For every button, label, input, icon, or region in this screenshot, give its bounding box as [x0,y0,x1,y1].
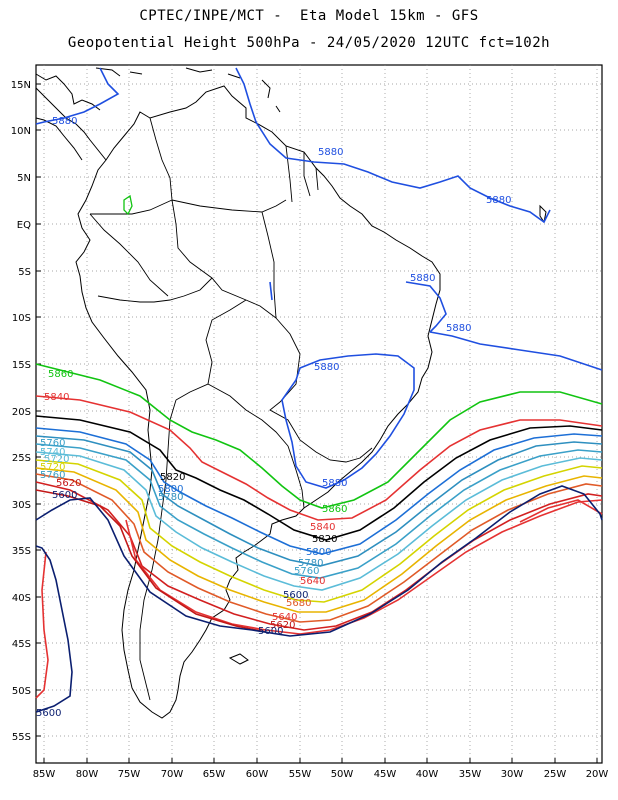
contour-label: 5620 [270,620,295,631]
contour-5880-north [35,67,603,489]
contour-label: 5880 [322,478,347,489]
contour-5780 [35,435,603,567]
contour-label: 5820 [160,472,185,483]
longitude-label: 75W [118,769,141,780]
longitude-label: 55W [289,769,312,780]
contour-5820 [35,415,603,541]
longitude-labels: 85W 80W 75W 70W 65W 60W 55W 50W 45W 40W 35W 30W 25W 2… [33,769,609,780]
map-frame [35,64,603,764]
longitude-label: 25W [544,769,567,780]
longitude-label: 50W [331,769,354,780]
contour-label: 5800 [158,484,183,495]
contour-label: 5740 [40,447,65,458]
longitude-label: 30W [501,769,524,780]
contour-label: 5720 [40,462,65,473]
contour-label: 5880 [446,323,471,334]
latitude-label: 15S [12,360,31,371]
contour-5740 [35,451,603,591]
country-borders [89,117,373,701]
latitude-label: 55S [12,732,31,743]
contour-5680 [35,473,603,623]
coastlines [35,67,547,719]
contour-label: 5600 [283,590,308,601]
latitude-label: 10S [12,313,31,324]
latitude-label: EQ [17,220,31,231]
longitude-label: 20W [586,769,609,780]
contour-label: 5760 [294,566,319,577]
contour-5600 [35,485,603,713]
contour-label: 5880 [410,273,435,284]
contour-label: 5880 [486,195,511,206]
contour-label: 5720 [44,454,69,465]
latitude-label: 35S [12,546,31,557]
latitude-labels: 15N 10N 5N EQ 5S 10S 15S 20S 25S 30S 35S 40S 45S 50S 5… [11,80,31,743]
contour-label: 5760 [40,438,65,449]
contour-lines [35,67,603,713]
contour-5720 [35,459,603,603]
longitude-label: 35W [459,769,482,780]
contour-label: 5640 [272,612,297,623]
latitude-label: 5S [18,267,31,278]
latitude-label: 45S [12,639,31,650]
longitude-label: 65W [203,769,226,780]
latitude-label: 50S [12,686,31,697]
contour-label: 5860 [322,504,347,515]
latitude-label: 40S [12,593,31,604]
contour-label: 5860 [48,369,73,380]
contour-5860 [35,363,603,509]
latitude-label: 10N [11,126,31,137]
longitude-label: 40W [416,769,439,780]
latitude-label: 5N [17,173,31,184]
contour-label: 5880 [314,362,339,373]
longitude-label: 85W [33,769,56,780]
longitude-label: 80W [76,769,99,780]
longitude-label: 70W [161,769,184,780]
contour-label: 5880 [318,147,343,158]
contour-label: 5880 [52,116,77,127]
contour-label: 5820 [312,534,337,545]
contour-label: 5780 [158,492,183,503]
contour-5760 [35,443,603,579]
contour-5800 [35,427,603,555]
axis-ticks [36,83,598,763]
contour-labels: 5880 5880 5880 5880 5880 5880 5880 5860 … [36,116,511,719]
latitude-label: 15N [11,80,31,91]
contour-label: 5780 [298,558,323,569]
contour-5700 [35,467,603,613]
contour-label: 5600 [36,708,61,719]
latitude-label: 20S [12,407,31,418]
contour-5840 [35,395,603,521]
longitude-label: 60W [246,769,269,780]
contour-label: 5760 [40,470,65,481]
contour-label: 5600 [52,490,77,501]
chart-title-line1: CPTEC/INPE/MCT - Eta Model 15km - GFS [139,8,479,24]
central-america-coast [35,73,107,161]
chart-title-line2: Geopotential Height 500hPa - 24/05/2020 … [67,35,551,51]
contour-label: 5640 [300,576,325,587]
latitude-label: 30S [12,500,31,511]
south-america-coast [75,85,441,719]
longitude-label: 45W [374,769,397,780]
contour-label: 5840 [44,392,69,403]
contour-label: 5840 [310,522,335,533]
contour-label: 5680 [286,598,311,609]
falkland-islands [228,653,249,665]
latitude-label: 25S [12,453,31,464]
caribbean-islands [95,67,281,113]
contour-5860-blob [123,194,133,216]
contour-label: 5600 [258,626,283,637]
contour-label: 5800 [306,547,331,558]
contour-label: 5620 [56,478,81,489]
